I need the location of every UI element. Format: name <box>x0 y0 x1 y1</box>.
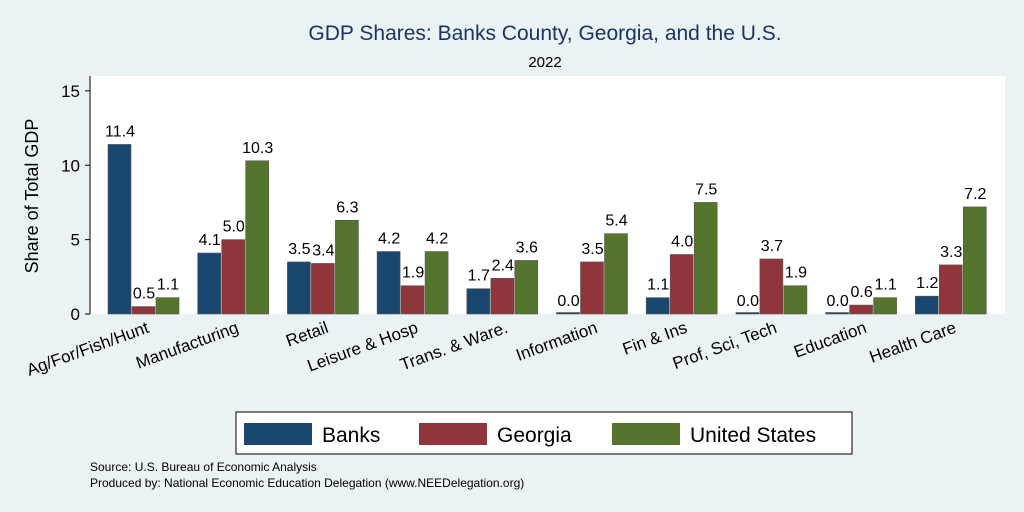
bar-banks <box>466 288 491 315</box>
bar-georgia <box>400 285 425 315</box>
bar-georgia <box>580 261 604 315</box>
y-axis: 0 5 10 15 <box>61 76 91 324</box>
x-tick-label: Retail <box>283 318 330 351</box>
data-label: 5.0 <box>223 219 245 236</box>
data-label: 3.7 <box>761 238 783 255</box>
data-label: 0.0 <box>557 293 579 310</box>
legend-label: Banks <box>322 424 380 447</box>
data-label: 3.5 <box>581 241 603 258</box>
bar-georgia <box>669 254 694 315</box>
bar-banks <box>197 252 221 315</box>
bar-georgia <box>759 258 784 315</box>
legend-swatch <box>244 423 312 445</box>
data-label: 1.9 <box>402 265 424 282</box>
data-label: 3.4 <box>312 242 334 259</box>
legend-label: United States <box>690 424 816 447</box>
bar-united-states <box>155 297 180 315</box>
bar-united-states <box>514 260 539 315</box>
bar-georgia <box>221 239 245 315</box>
chart-subtitle: 2022 <box>528 54 561 71</box>
y-tick-label: 10 <box>61 156 80 175</box>
data-label: 0.5 <box>133 286 155 303</box>
bars: 11.40.51.14.15.010.33.5 3.46.34.21.94.21.… <box>105 123 987 315</box>
bar-banks <box>914 295 939 315</box>
data-label: 1.2 <box>916 275 938 292</box>
x-tick-label: Information <box>513 318 599 365</box>
bar-banks <box>735 312 760 315</box>
bar-united-states <box>335 219 359 315</box>
data-label: 0.0 <box>826 293 848 310</box>
data-label: 7.2 <box>964 186 986 203</box>
bar-georgia <box>849 304 873 315</box>
data-label: 3.5 <box>288 241 310 258</box>
data-label: 1.1 <box>157 277 179 294</box>
x-tick-label: Ag/For/Fish/Hunt <box>24 318 151 380</box>
data-label: 4.0 <box>671 234 693 251</box>
data-label: 4.2 <box>426 231 448 248</box>
legend: Banks Georgia United States <box>235 411 853 455</box>
legend-swatch <box>612 423 680 445</box>
data-label: 3.3 <box>940 244 962 261</box>
bar-united-states <box>604 233 628 315</box>
bar-united-states <box>873 297 897 315</box>
bar-georgia <box>938 264 963 315</box>
bar-united-states <box>962 206 987 315</box>
source-note: Source: U.S. Bureau of Economic Analysis <box>90 460 317 474</box>
y-tick-label: 15 <box>61 82 80 101</box>
chart-title: GDP Shares: Banks County, Georgia, and t… <box>308 22 781 45</box>
bar-banks <box>376 251 401 315</box>
bar-banks <box>556 312 580 315</box>
bar-united-states <box>693 202 718 315</box>
data-label: 7.5 <box>695 181 717 198</box>
legend-label: Georgia <box>497 424 572 447</box>
legend-swatch <box>419 423 487 445</box>
y-tick-label: 0 <box>71 305 80 324</box>
bar-georgia <box>131 306 156 315</box>
bar-united-states <box>424 251 449 315</box>
x-tick-label: Health Care <box>867 318 959 367</box>
data-label: 4.1 <box>199 232 221 249</box>
bar-georgia <box>311 263 335 315</box>
data-label: 1.1 <box>874 277 896 294</box>
data-label: 0.0 <box>737 293 759 310</box>
data-label: 6.3 <box>336 199 358 216</box>
data-label: 11.4 <box>105 123 135 140</box>
producer-note: Produced by: National Economic Education… <box>90 476 525 490</box>
x-tick-label: Manufacturing <box>133 318 241 373</box>
data-label: 5.4 <box>605 213 627 230</box>
x-tick-label: Prof, Sci, Tech <box>670 318 779 373</box>
bar-banks <box>107 144 132 315</box>
bar-united-states <box>245 160 269 315</box>
bar-georgia <box>490 277 515 315</box>
y-axis-label: Share of Total GDP <box>22 119 42 274</box>
data-label: 4.2 <box>378 231 400 248</box>
bar-banks <box>287 261 311 315</box>
bar-banks <box>645 297 670 315</box>
legend-box <box>235 411 853 455</box>
data-label: 10.3 <box>242 140 273 157</box>
data-label: 2.4 <box>492 257 514 274</box>
data-label: 1.7 <box>468 268 490 285</box>
x-tick-label: Education <box>791 318 869 362</box>
data-label: 1.1 <box>647 277 669 294</box>
data-label: 3.6 <box>516 239 538 256</box>
y-tick-label: 5 <box>71 231 80 250</box>
bar-banks <box>825 312 849 315</box>
bar-united-states <box>783 285 808 315</box>
data-label: 1.9 <box>785 265 807 282</box>
data-label: 0.6 <box>850 284 872 301</box>
